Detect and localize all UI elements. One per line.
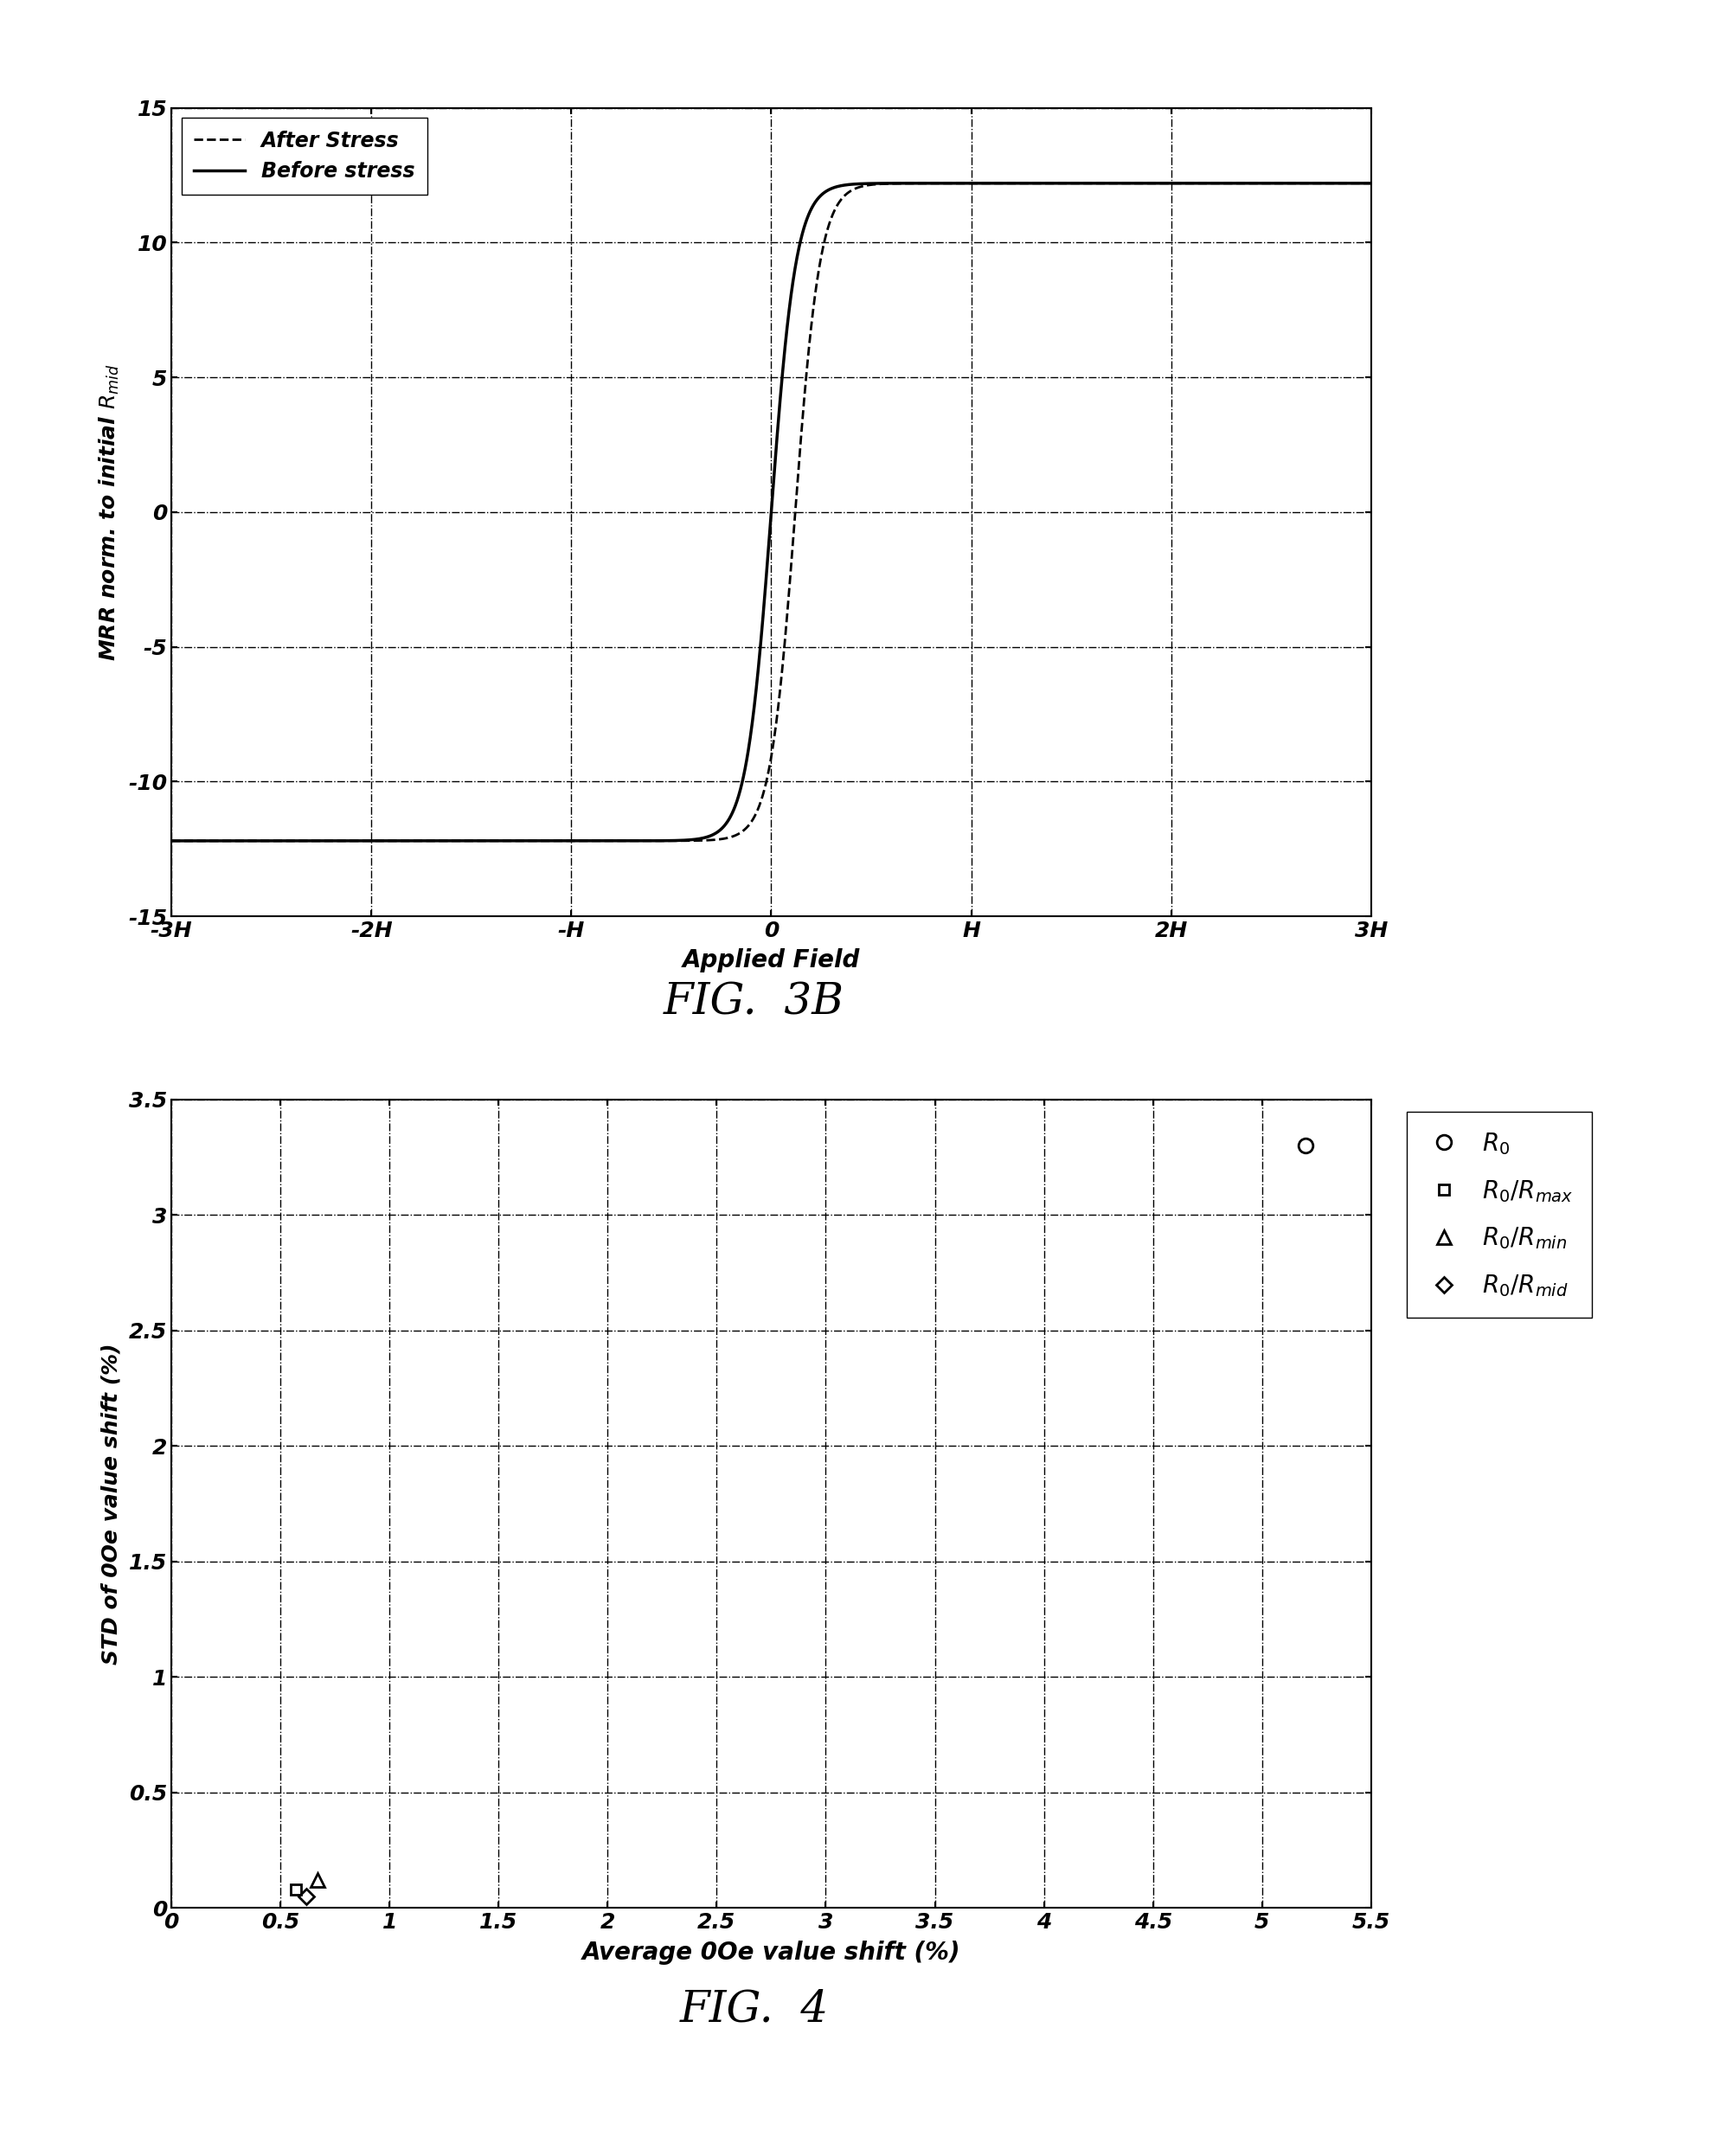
Before stress	[620, 828, 641, 854]
Before stress	[161, 828, 182, 854]
Legend: $R_0$, $R_0/R_{max}$, $R_0/R_{min}$, $R_0/R_{mid}$: $R_0$, $R_0/R_{max}$, $R_0/R_{min}$, $R_…	[1406, 1112, 1591, 1317]
After Stress	[1208, 170, 1228, 196]
Before stress	[1208, 170, 1228, 196]
Before stress	[368, 828, 389, 854]
After Stress	[161, 828, 182, 854]
Y-axis label: MRR norm. to initial $R_{mid}$: MRR norm. to initial $R_{mid}$	[98, 364, 122, 660]
Before stress	[1235, 170, 1256, 196]
Text: FIG.  4: FIG. 4	[680, 1988, 827, 2031]
After Stress	[1336, 170, 1357, 196]
After Stress	[298, 828, 319, 854]
Text: FIG.  3B: FIG. 3B	[663, 981, 845, 1024]
Before stress	[298, 828, 319, 854]
After Stress	[673, 828, 694, 854]
Before stress	[1336, 170, 1357, 196]
X-axis label: Average 0Oe value shift (%): Average 0Oe value shift (%)	[582, 1940, 959, 1964]
After Stress	[620, 828, 641, 854]
Line: Before stress: Before stress	[171, 183, 1370, 841]
After Stress	[368, 828, 389, 854]
Before stress	[673, 828, 694, 854]
Line: After Stress: After Stress	[171, 183, 1370, 841]
Before stress	[1360, 170, 1381, 196]
Y-axis label: STD of 0Oe value shift (%): STD of 0Oe value shift (%)	[101, 1343, 122, 1664]
Legend: After Stress, Before stress: After Stress, Before stress	[182, 119, 427, 194]
After Stress	[1259, 170, 1280, 196]
After Stress	[1360, 170, 1381, 196]
X-axis label: Applied Field: Applied Field	[682, 949, 860, 972]
